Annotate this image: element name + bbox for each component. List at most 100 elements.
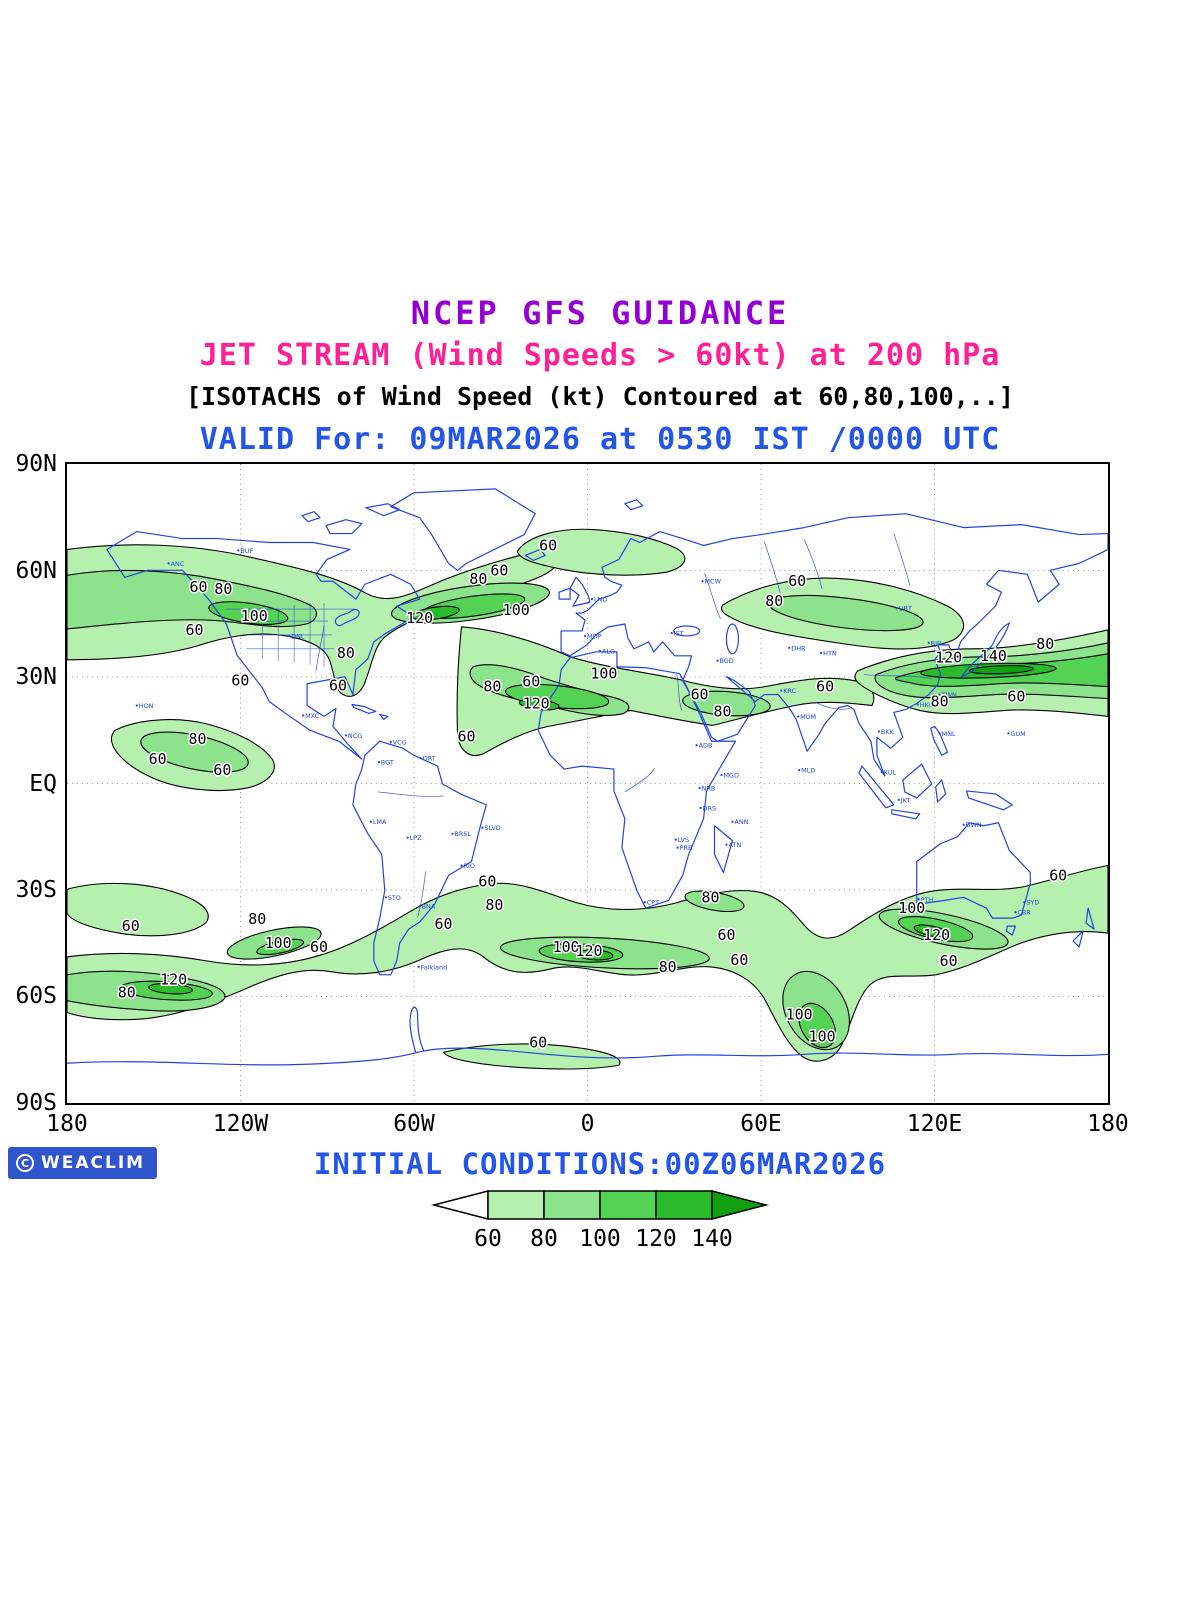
isotach-label: 80: [469, 570, 487, 588]
isotach-label: 100: [553, 938, 580, 956]
page-title: NCEP GFS GUIDANCE: [410, 294, 790, 332]
x-axis-tick-label: 60E: [740, 1111, 782, 1137]
station-label: NCG: [348, 732, 362, 740]
station-label: JKT: [900, 796, 911, 804]
continent-africa: [537, 651, 737, 909]
page-subtitle: JET STREAM (Wind Speeds > 60kt) at 200 h…: [199, 338, 1001, 373]
legend-segment: [655, 1190, 713, 1220]
band-africa-mideast: [456, 626, 875, 756]
y-axis-tick-label: 90S: [15, 1090, 57, 1116]
station-marker: [417, 965, 420, 968]
isotach-label: 100: [786, 1006, 813, 1024]
station-label: BGD: [719, 657, 733, 665]
isotach-label: 100: [503, 601, 530, 619]
isotach-label: 60: [435, 915, 453, 933]
caspian-sea: [725, 623, 740, 655]
station-marker: [699, 806, 702, 809]
station-marker: [135, 704, 138, 707]
greenland: [390, 488, 536, 571]
isotach-label: 80: [118, 984, 136, 1002]
river-lines: [315, 533, 932, 918]
station-marker: [344, 734, 348, 737]
color-scale: 60 80 100 120 140: [431, 1190, 769, 1252]
station-label: SLVD: [484, 824, 500, 832]
band-core: [256, 938, 305, 956]
station-marker: [583, 634, 587, 638]
station-marker: [674, 838, 677, 841]
station-label: LND: [594, 596, 607, 604]
station-marker: [288, 634, 291, 638]
world-map: ANC BUF DNL MXC HON NCG VCG BGT ORT LMA LPZ BRSL SLV…: [67, 464, 1108, 1103]
isotach-label: 60: [231, 672, 249, 690]
y-axis-tick-label: 30S: [15, 877, 57, 903]
station-label: KUL: [884, 769, 897, 777]
tasmania: [1005, 925, 1016, 936]
band-core: [682, 690, 771, 717]
isotach-label: 140: [980, 647, 1007, 665]
station-marker: [643, 901, 646, 904]
station-label: SYD: [1026, 899, 1039, 907]
station-marker: [389, 741, 392, 744]
station-label: Falkland: [421, 963, 448, 971]
station-labels: ANC BUF DNL MXC HON NCG VCG BGT ORT LMA LPZ BRSL SLV…: [135, 547, 1039, 971]
isotach-label: 80: [483, 678, 501, 696]
isotach-label: 60: [816, 678, 834, 696]
map-frame: ANC BUF DNL MXC HON NCG VCG BGT ORT LMA LPZ BRSL SLV…: [15, 451, 1128, 1137]
isotach-labels: 60 80 60 100 60 80 60 120 80 60 100 60 80 60 60 80 60 120…: [116, 535, 1068, 1053]
station-label: ADB: [699, 742, 713, 750]
band-core: [684, 890, 745, 913]
station-marker: [695, 744, 698, 747]
station-label: ANN: [734, 818, 748, 826]
isotach-label: 60: [717, 926, 735, 944]
station-marker: [938, 732, 941, 735]
station-label: BNA: [422, 903, 436, 911]
station-marker: [460, 864, 463, 867]
station-marker: [1023, 901, 1026, 904]
x-axis-tick-label: 180: [1087, 1111, 1129, 1137]
station-marker: [895, 607, 898, 610]
station-marker: [1014, 911, 1017, 914]
station-marker: [369, 820, 372, 823]
station-label: LPZ: [410, 834, 423, 842]
station-marker: [917, 898, 920, 901]
station-marker: [481, 826, 484, 829]
station-marker: [720, 773, 723, 777]
sumatra: [858, 765, 895, 809]
y-axis-tick-label: 30N: [15, 663, 57, 690]
initial-conditions: INITIAL CONDITIONS:00Z06MAR2026: [313, 1147, 887, 1181]
station-marker: [418, 905, 421, 908]
isotach-label: 80: [931, 692, 949, 710]
isotach-label: 80: [765, 592, 783, 610]
station-label: MXC: [305, 712, 320, 720]
continent-eurasia: [560, 513, 1108, 777]
station-marker: [820, 651, 823, 654]
station-marker: [725, 843, 728, 846]
isotach-label: 60: [522, 673, 540, 691]
station-label: DRS: [703, 804, 717, 812]
legend-right-arrow: [711, 1190, 769, 1220]
isotach-label: 60: [457, 727, 475, 745]
rivers: [315, 533, 932, 918]
x-axis-tick-label: 120W: [212, 1111, 269, 1137]
isotach-label: 60: [329, 677, 347, 695]
station-marker: [927, 641, 930, 644]
station-label: ATN: [728, 841, 741, 849]
us-state-borders: [226, 603, 356, 668]
caribbean-islands: [351, 703, 389, 720]
legend-tick-label: 60: [474, 1226, 502, 1252]
band-core: [148, 982, 194, 995]
isotach-label: 120: [406, 609, 433, 627]
x-axis-tick-label: 120E: [906, 1111, 963, 1137]
station-label: MNL: [942, 730, 956, 738]
java: [891, 809, 921, 820]
australia: [916, 822, 1031, 919]
isotach-label: 120: [923, 926, 950, 944]
station-marker: [598, 649, 602, 652]
isotach-label: 60: [1007, 688, 1025, 706]
isotach-label: 120: [935, 649, 962, 667]
copyright-icon: C: [16, 1154, 34, 1172]
station-marker: [237, 549, 240, 552]
station-label: DWN: [966, 821, 982, 829]
station-label: BJP: [931, 639, 941, 647]
isotach-label: 60: [940, 952, 958, 970]
